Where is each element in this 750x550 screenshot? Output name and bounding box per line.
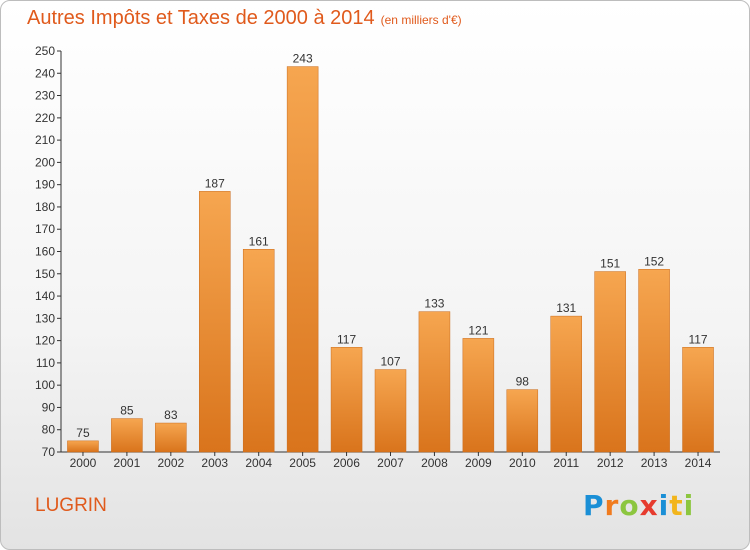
title-text: Autres Impôts et Taxes de 2000 à 2014 bbox=[27, 7, 375, 29]
value-label-2001: 85 bbox=[120, 404, 134, 418]
y-tick-label: 200 bbox=[35, 155, 55, 169]
x-tick-label-2010: 2010 bbox=[509, 456, 536, 470]
value-label-2003: 187 bbox=[205, 176, 225, 190]
bar-2005 bbox=[286, 66, 319, 453]
x-tick-label-2000: 2000 bbox=[70, 456, 97, 470]
value-label-2005: 243 bbox=[293, 52, 313, 66]
y-tick-label: 140 bbox=[35, 289, 55, 303]
x-tick-label-2007: 2007 bbox=[377, 456, 404, 470]
bar-2001 bbox=[111, 418, 143, 453]
bar-2012 bbox=[594, 271, 626, 453]
bar-2014 bbox=[682, 347, 714, 453]
bar-2011 bbox=[550, 315, 582, 453]
bar-2000 bbox=[67, 440, 99, 453]
y-tick-label: 130 bbox=[35, 311, 55, 325]
bar-2006 bbox=[330, 347, 363, 453]
x-tick-label-2013: 2013 bbox=[641, 456, 668, 470]
x-tick-label-2014: 2014 bbox=[685, 456, 712, 470]
bar-2013 bbox=[638, 269, 670, 453]
x-tick-label-2012: 2012 bbox=[597, 456, 624, 470]
y-tick-label: 220 bbox=[35, 111, 55, 125]
value-label-2013: 152 bbox=[644, 254, 664, 268]
bar-2007 bbox=[374, 369, 407, 453]
y-tick-label: 230 bbox=[35, 89, 55, 103]
value-label-2010: 98 bbox=[516, 375, 530, 389]
x-tick-label-2006: 2006 bbox=[333, 456, 360, 470]
value-label-2006: 117 bbox=[337, 332, 356, 346]
y-tick-label: 210 bbox=[35, 133, 55, 147]
bar-2008 bbox=[418, 311, 451, 453]
value-label-2009: 121 bbox=[468, 323, 488, 337]
y-tick-label: 110 bbox=[36, 356, 55, 370]
value-label-2011: 131 bbox=[556, 301, 576, 315]
proxiti-logo: Proxiti bbox=[583, 489, 695, 522]
value-label-2014: 117 bbox=[688, 332, 707, 346]
y-tick-label: 100 bbox=[35, 378, 55, 392]
value-label-2007: 107 bbox=[380, 355, 400, 369]
y-tick-label: 250 bbox=[35, 44, 55, 58]
bar-2004 bbox=[242, 249, 275, 453]
x-tick-label-2005: 2005 bbox=[289, 456, 316, 470]
value-label-2004: 161 bbox=[249, 234, 269, 248]
x-tick-label-2001: 2001 bbox=[114, 456, 141, 470]
bar-2009 bbox=[462, 338, 495, 453]
y-tick-label: 80 bbox=[42, 423, 56, 437]
bar-2010 bbox=[506, 389, 539, 453]
y-tick-label: 70 bbox=[42, 445, 56, 459]
y-tick-label: 170 bbox=[35, 222, 55, 236]
x-tick-label-2011: 2011 bbox=[553, 456, 579, 470]
chart-subtitle: (en milliers d'€) bbox=[380, 13, 462, 27]
y-tick-label: 240 bbox=[35, 66, 55, 80]
x-tick-label-2002: 2002 bbox=[157, 456, 184, 470]
town-name: LUGRIN bbox=[35, 495, 107, 516]
value-label-2012: 151 bbox=[600, 257, 620, 271]
y-tick-label: 120 bbox=[35, 334, 55, 348]
x-tick-label-2003: 2003 bbox=[201, 456, 228, 470]
bar-2003 bbox=[199, 191, 231, 453]
bar-2002 bbox=[155, 422, 187, 453]
y-tick-label: 150 bbox=[35, 267, 55, 281]
y-tick-label: 90 bbox=[42, 400, 56, 414]
y-tick-label: 160 bbox=[35, 245, 55, 259]
y-tick-label: 190 bbox=[35, 178, 55, 192]
chart-title: Autres Impôts et Taxes de 2000 à 2014 (en… bbox=[27, 7, 462, 30]
x-tick-label-2004: 2004 bbox=[245, 456, 272, 470]
x-tick-label-2008: 2008 bbox=[421, 456, 448, 470]
value-label-2002: 83 bbox=[164, 408, 178, 422]
value-label-2000: 75 bbox=[76, 426, 90, 440]
y-tick-label: 180 bbox=[35, 200, 55, 214]
x-tick-label-2009: 2009 bbox=[465, 456, 492, 470]
value-label-2008: 133 bbox=[424, 297, 444, 311]
